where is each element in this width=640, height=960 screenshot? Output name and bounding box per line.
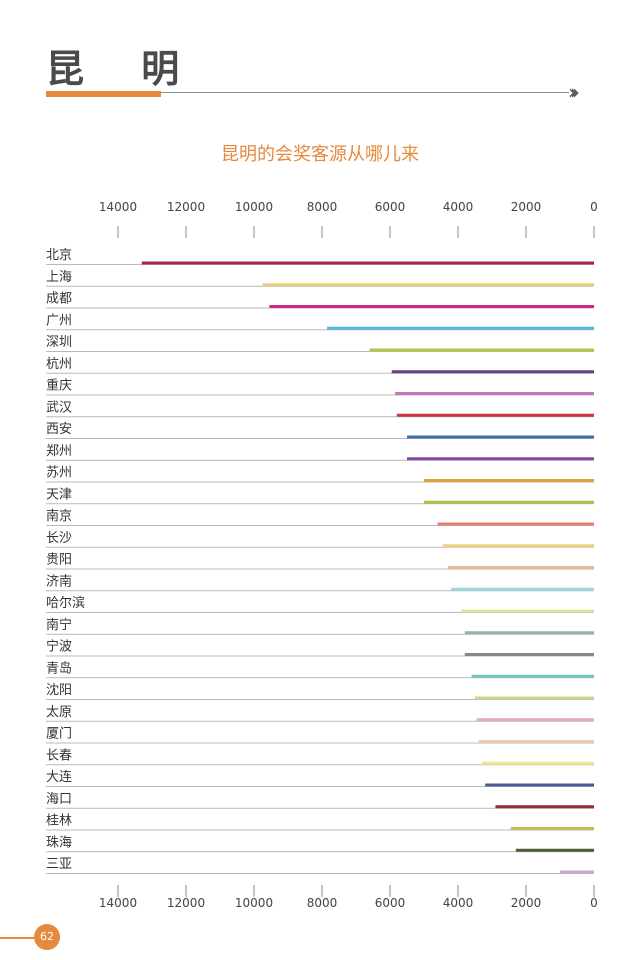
category-label: 深圳 (46, 335, 72, 350)
bar (396, 413, 594, 417)
bar (510, 827, 594, 830)
category-label: 太原 (46, 705, 72, 720)
x-tick-label-bottom: 12000 (167, 896, 205, 910)
category-label: 杭州 (46, 357, 72, 372)
category-label: 长沙 (46, 531, 72, 546)
x-tick-label-top: 6000 (375, 200, 406, 214)
x-tick-label-top: 8000 (307, 200, 338, 214)
bar (471, 674, 594, 678)
bar (407, 457, 594, 461)
category-label: 上海 (46, 270, 72, 285)
category-label: 厦门 (46, 727, 72, 742)
bar (475, 696, 594, 700)
x-tick-label-top: 2000 (511, 200, 542, 214)
bar (451, 587, 594, 591)
category-label: 南京 (46, 508, 72, 524)
category-label: 珠海 (46, 835, 72, 850)
category-label: 成都 (46, 292, 72, 307)
bar (495, 805, 594, 809)
category-label: 武汉 (46, 400, 72, 415)
category-label: 青岛 (46, 660, 72, 676)
bar (424, 479, 594, 482)
x-tick-label-top: 0 (590, 200, 598, 214)
x-tick-label-top: 12000 (167, 200, 205, 214)
x-tick-label-bottom: 8000 (307, 896, 338, 910)
category-label: 重庆 (46, 378, 72, 394)
bar (515, 848, 594, 852)
x-tick-label-bottom: 10000 (235, 896, 273, 910)
bar (424, 500, 594, 504)
bar (481, 761, 594, 765)
x-tick-label-top: 10000 (235, 200, 273, 214)
bar (269, 305, 594, 308)
category-label: 沈阳 (46, 683, 72, 698)
bar (442, 544, 594, 548)
category-label: 三亚 (46, 857, 72, 872)
x-tick-label-bottom: 6000 (375, 896, 406, 910)
chart-title: 昆明的会奖客源从哪儿来 (221, 144, 419, 165)
category-label: 苏州 (46, 465, 72, 481)
bar (478, 740, 594, 743)
page-number-line (0, 937, 34, 939)
category-label: 南宁 (46, 617, 72, 633)
x-tick-label-bottom: 0 (590, 896, 598, 910)
bar (464, 653, 594, 656)
bar (407, 435, 594, 439)
bar (395, 392, 594, 395)
category-label: 济南 (46, 573, 72, 589)
x-tick-label-top: 14000 (99, 200, 137, 214)
category-label: 广州 (46, 313, 72, 328)
bar (369, 348, 594, 352)
x-tick-label-bottom: 2000 (511, 896, 542, 910)
bar (461, 609, 594, 613)
category-label: 哈尔滨 (46, 595, 85, 611)
bar (327, 326, 594, 330)
category-label: 桂林 (46, 814, 72, 829)
bar (560, 870, 594, 874)
x-tick-label-bottom: 14000 (99, 896, 137, 910)
x-tick-label-top: 4000 (443, 200, 474, 214)
category-label: 天津 (46, 487, 72, 502)
bar (485, 783, 594, 787)
bar (476, 718, 594, 722)
bar (437, 522, 594, 526)
category-label: 大连 (46, 769, 72, 785)
category-label: 郑州 (46, 444, 72, 459)
bar (262, 283, 594, 287)
title-accent-bar (46, 91, 161, 97)
page-number: 62 (34, 924, 60, 950)
bar (391, 370, 594, 374)
category-label: 海口 (46, 792, 72, 807)
bar (141, 261, 595, 265)
page-title: 昆 明 (46, 47, 202, 91)
category-label: 长春 (46, 748, 72, 763)
title-rule (161, 92, 569, 93)
category-label: 北京 (46, 248, 72, 263)
x-tick-label-bottom: 4000 (443, 896, 474, 910)
bar (447, 566, 594, 569)
category-label: 西安 (46, 422, 72, 437)
category-label: 宁波 (46, 639, 72, 655)
bar (464, 631, 594, 635)
category-label: 贵阳 (46, 553, 72, 568)
